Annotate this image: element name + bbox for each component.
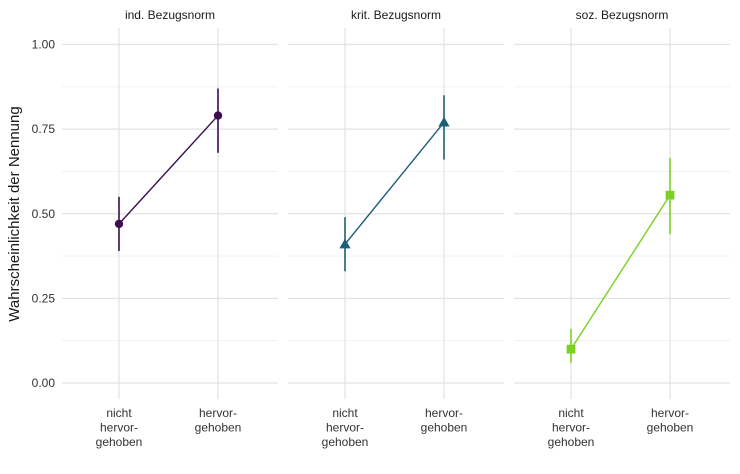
- facet-strip-label: soz. Bezugsnorm: [576, 8, 669, 22]
- data-point: [665, 190, 675, 200]
- data-point: [438, 116, 450, 127]
- facet-strip-label: krit. Bezugsnorm: [351, 8, 441, 22]
- y-tick-label: 0.50: [32, 207, 56, 221]
- series-line: [344, 121, 445, 245]
- y-tick-label: 0.75: [32, 122, 56, 136]
- x-tick-label: nicht hervor-gehoben: [548, 406, 595, 449]
- x-tick-label: hervor-gehoben: [421, 406, 468, 435]
- x-tick-label: nicht hervor-gehoben: [96, 406, 143, 449]
- y-tick-label: 0.25: [32, 291, 56, 305]
- y-tick-label: 1.00: [32, 38, 56, 52]
- y-tick-label: 0.00: [32, 376, 56, 390]
- x-tick-label: hervor-gehoben: [195, 406, 242, 435]
- x-tick-label: hervor-gehoben: [647, 406, 694, 435]
- y-axis-title: Wahrscheinlichkeit der Nennung: [6, 106, 23, 321]
- data-point: [213, 111, 223, 120]
- data-point: [114, 219, 124, 229]
- facet-strip-label: ind. Bezugsnorm: [125, 8, 215, 22]
- series-line: [570, 194, 671, 350]
- data-point: [566, 344, 576, 354]
- data-point: [339, 238, 351, 249]
- series-line: [118, 115, 219, 225]
- x-tick-label: nicht hervor-gehoben: [322, 406, 369, 449]
